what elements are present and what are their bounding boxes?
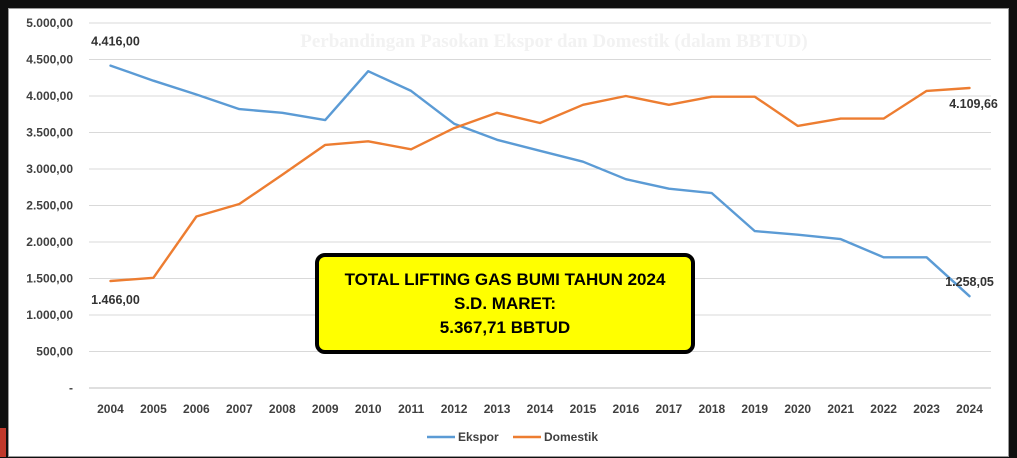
x-tick-label: 2005	[140, 402, 167, 416]
line-chart: - 500,00 1.000,00 1.500,00 2.000,00 2.500,00 3…	[26, 16, 998, 444]
data-label: 1.258,05	[945, 275, 994, 289]
total-lifting-callout: TOTAL LIFTING GAS BUMI TAHUN 2024 S.D. M…	[315, 253, 695, 354]
corner-mark	[0, 428, 6, 457]
data-label: 4.416,00	[91, 35, 140, 49]
x-tick-label: 2022	[870, 402, 897, 416]
x-tick-label: 2007	[226, 402, 253, 416]
x-tick-label: 2012	[441, 402, 468, 416]
x-tick-label: 2019	[741, 402, 768, 416]
x-tick-label: 2016	[613, 402, 640, 416]
data-label: 4.109,66	[949, 97, 998, 111]
chart-title: Perbandingan Pasokan Ekspor dan Domestik…	[300, 31, 807, 52]
y-tick-label: 5.000,00	[26, 16, 73, 30]
x-tick-label: 2008	[269, 402, 296, 416]
x-tick-label: 2020	[784, 402, 811, 416]
x-tick-label: 2006	[183, 402, 210, 416]
x-tick-label: 2021	[827, 402, 854, 416]
chart-panel: - 500,00 1.000,00 1.500,00 2.000,00 2.500,00 3…	[8, 8, 1009, 457]
legend-label-domestik: Domestik	[544, 430, 598, 444]
callout-line-1: TOTAL LIFTING GAS BUMI TAHUN 2024	[344, 269, 666, 289]
x-tick-label: 2004	[97, 402, 124, 416]
y-tick-label: 4.500,00	[26, 53, 73, 67]
y-tick-label: 500,00	[36, 345, 73, 359]
series-line-ekspor	[109, 64, 971, 298]
callout-line-2: S.D. MARET:	[454, 293, 556, 313]
y-tick-label: 1.500,00	[26, 272, 73, 286]
y-tick-label: 4.000,00	[26, 89, 73, 103]
y-tick-label: 3.500,00	[26, 126, 73, 140]
x-tick-label: 2009	[312, 402, 339, 416]
x-tick-label: 2010	[355, 402, 382, 416]
y-tick-label: 3.000,00	[26, 162, 73, 176]
callout-line-3: 5.367,71 BBTUD	[439, 317, 571, 337]
x-tick-label: 2023	[913, 402, 940, 416]
y-tick-label: 1.000,00	[26, 308, 73, 322]
x-tick-label: 2015	[570, 402, 597, 416]
y-tick-label: 2.500,00	[26, 199, 73, 213]
x-tick-label: 2013	[484, 402, 511, 416]
data-label: 1.466,00	[91, 293, 140, 307]
legend-label-ekspor: Ekspor	[458, 430, 499, 444]
y-tick-label: 2.000,00	[26, 235, 73, 249]
x-tick-label: 2017	[656, 402, 683, 416]
series-line-domestik	[109, 86, 971, 283]
x-tick-label: 2018	[698, 402, 725, 416]
y-tick-label: -	[69, 381, 73, 395]
x-tick-label: 2014	[527, 402, 554, 416]
x-tick-label: 2024	[956, 402, 983, 416]
x-tick-label: 2011	[398, 402, 424, 416]
